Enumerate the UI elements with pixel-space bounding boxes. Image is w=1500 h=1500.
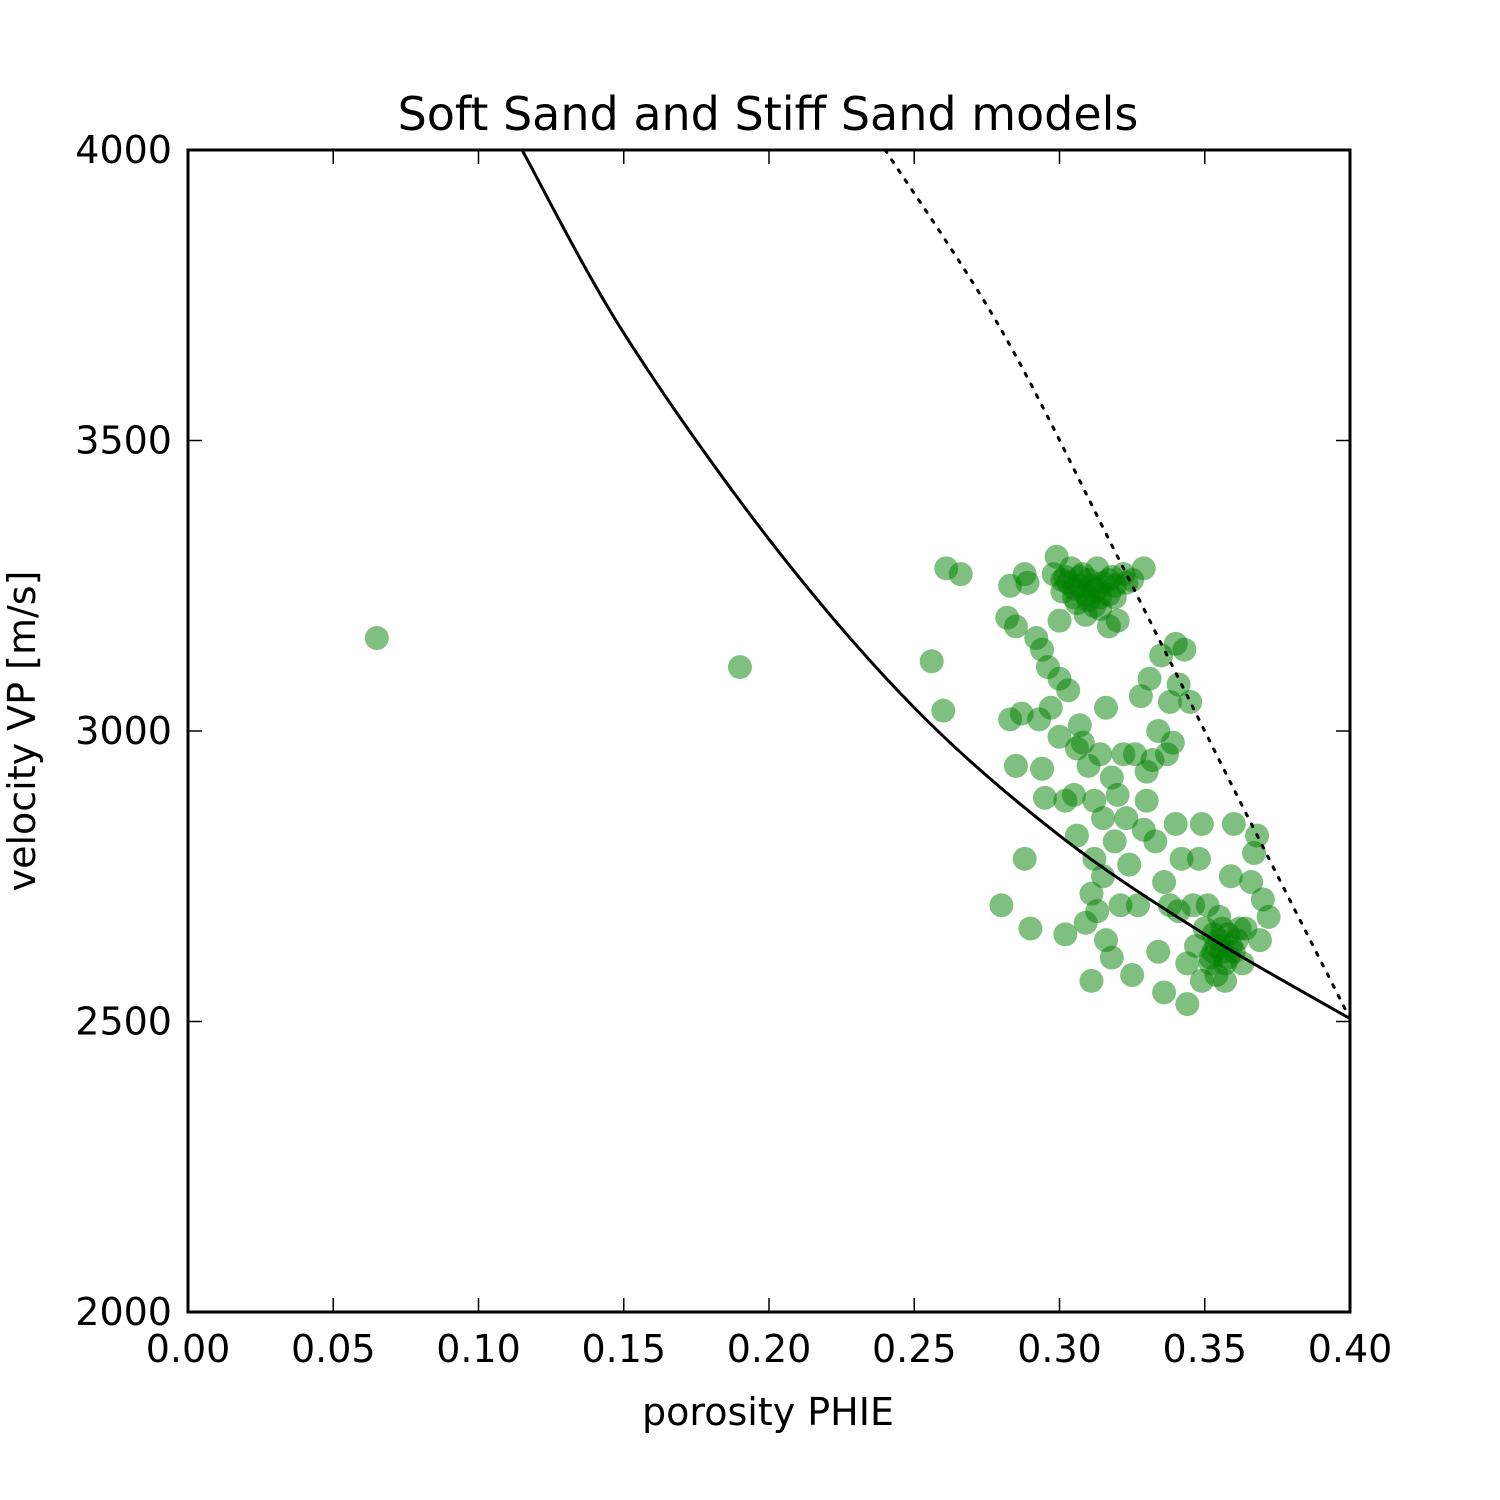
data-point	[1125, 893, 1150, 918]
data-point	[1108, 893, 1133, 918]
data-point	[1047, 724, 1072, 749]
data-point	[1146, 939, 1171, 964]
data-point	[1003, 614, 1028, 639]
data-point	[931, 698, 956, 723]
data-point	[1091, 806, 1116, 831]
data-point	[1247, 928, 1272, 953]
data-point	[1070, 730, 1095, 755]
data-point	[1178, 689, 1203, 714]
data-point	[1099, 945, 1124, 970]
data-point	[1070, 562, 1095, 587]
soft-sand-model-line	[520, 150, 1350, 1020]
data-point	[1056, 678, 1081, 703]
x-axis-label: porosity PHIE	[642, 1390, 894, 1434]
x-tick-label: 0.10	[436, 1327, 521, 1371]
data-point	[1102, 829, 1127, 854]
data-point	[1032, 785, 1057, 810]
data-point	[1213, 968, 1238, 993]
x-tick-label: 0.25	[872, 1327, 957, 1371]
data-point	[1175, 992, 1200, 1017]
data-point	[1030, 756, 1055, 781]
chart-title: Soft Sand and Stiff Sand models	[398, 87, 1139, 141]
data-point	[989, 893, 1014, 918]
data-point	[1256, 904, 1281, 929]
data-point	[1047, 608, 1072, 633]
data-point	[1172, 637, 1197, 662]
data-point	[364, 626, 389, 651]
x-tick-label: 0.15	[581, 1327, 666, 1371]
data-point	[948, 562, 973, 587]
data-point	[1143, 829, 1168, 854]
data-point	[1137, 666, 1162, 691]
data-point	[1221, 811, 1246, 836]
data-point	[1082, 594, 1107, 619]
data-point	[1186, 846, 1211, 871]
y-tick-label: 2000	[75, 1290, 172, 1334]
data-point	[727, 655, 752, 680]
x-tick-label: 0.00	[146, 1327, 231, 1371]
data-point	[1105, 782, 1130, 807]
plot-area: 0.00 0.05 0.10 0.15 0.20 0.25 0.30 0.35 0.40 2000…	[75, 128, 1392, 1371]
data-point	[1085, 899, 1110, 924]
data-point	[1003, 753, 1028, 778]
data-point	[919, 649, 944, 674]
data-point	[1239, 870, 1264, 895]
data-point	[1166, 672, 1191, 697]
data-point	[1189, 811, 1214, 836]
y-tick-label: 2500	[75, 1000, 172, 1044]
data-point	[1131, 556, 1156, 581]
y-tick-label: 3000	[75, 709, 172, 753]
data-point	[1105, 608, 1130, 633]
data-point	[1018, 916, 1043, 941]
x-tick-label: 0.05	[291, 1327, 376, 1371]
stiff-sand-model-line	[883, 150, 1350, 1021]
data-point	[1117, 852, 1142, 877]
data-point	[1038, 695, 1063, 720]
data-point	[1169, 846, 1194, 871]
data-point	[1152, 870, 1177, 895]
data-point	[1120, 963, 1145, 988]
data-point	[1163, 811, 1188, 836]
x-tick-label: 0.40	[1308, 1327, 1393, 1371]
data-point	[1015, 570, 1040, 595]
data-point	[1088, 742, 1113, 767]
data-point	[1160, 730, 1185, 755]
data-point	[1134, 788, 1159, 813]
data-point	[1114, 806, 1139, 831]
x-tick-label: 0.20	[727, 1327, 812, 1371]
data-point	[1012, 846, 1037, 871]
y-tick-label: 3500	[75, 419, 172, 463]
data-point	[1053, 922, 1078, 947]
data-point	[1062, 782, 1087, 807]
y-axis-label: velocity VP [m/s]	[0, 571, 44, 892]
data-point	[1064, 823, 1089, 848]
data-point	[1093, 695, 1118, 720]
y-tick-label: 4000	[75, 128, 172, 172]
data-point	[1079, 968, 1104, 993]
data-point	[1218, 864, 1243, 889]
data-point	[1152, 980, 1177, 1005]
data-point	[1204, 933, 1229, 958]
x-tick-label: 0.30	[1017, 1327, 1102, 1371]
x-tick-label: 0.35	[1162, 1327, 1247, 1371]
